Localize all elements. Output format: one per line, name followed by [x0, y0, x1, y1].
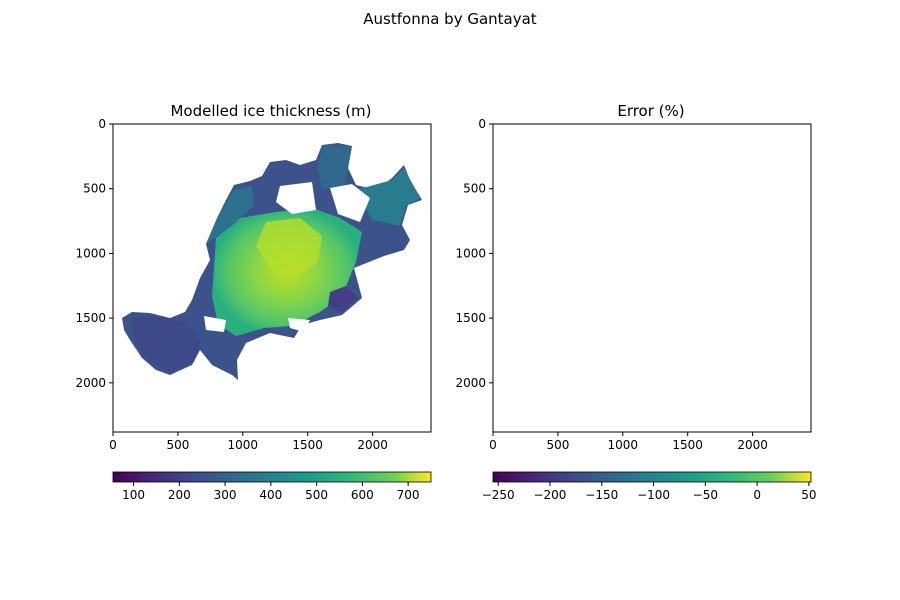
- x-tick-label: 0: [489, 438, 497, 452]
- x-tick-label: 2000: [357, 438, 388, 452]
- ice-cap-thick-core: [256, 218, 322, 276]
- y-tick-label: 1000: [455, 246, 486, 260]
- colorbar-tick-label: −50: [693, 488, 718, 502]
- colorbar-tick-label: 700: [397, 488, 420, 502]
- panel-ice-thickness: Modelled ice thickness (m) 0 500 1000 1500 2…: [75, 102, 432, 502]
- x-tick-label: 1000: [608, 438, 639, 452]
- colorbar-tick-label: 400: [259, 488, 282, 502]
- x-tick-label: 500: [166, 438, 189, 452]
- ice-thickness-map: [122, 143, 422, 380]
- ice-cap-gap-3: [204, 316, 226, 332]
- y-tick-label: 500: [463, 182, 486, 196]
- colorbar-ice-thickness: [112, 471, 432, 483]
- y-tick-label: 1000: [75, 246, 106, 260]
- colorbar-tick-label: 300: [214, 488, 237, 502]
- colorbar-tick-label: 50: [801, 488, 816, 502]
- ice-cap-north-lobe: [318, 145, 352, 190]
- colorbar-tick-label: 100: [122, 488, 145, 502]
- ice-cap-gap-2: [276, 182, 316, 214]
- x-tick-label: 1500: [672, 438, 703, 452]
- panel-title-error: Error (%): [617, 102, 684, 120]
- y-tick-label: 1500: [455, 311, 486, 325]
- colorbar-tick-label: 0: [753, 488, 761, 502]
- panel-error: Error (%) 0 500 1000 1500 200005001000150020…: [455, 102, 816, 502]
- y-tick-label: 2000: [455, 376, 486, 390]
- colorbar-tick-label: 500: [305, 488, 328, 502]
- colorbar-ticks-ice-thickness: 100 200 300 400 500 600 700: [122, 482, 420, 502]
- axis-ticks-error: 0 500 1000 1500 2000 0 500 1000 1500 2000: [455, 117, 767, 452]
- axis-ticks-ice-thickness: 0 500 1000 1500 2000 0 500 1000 1500 2000: [75, 117, 387, 452]
- colorbar-error: [492, 471, 812, 483]
- ice-cap-gap-4: [288, 318, 310, 332]
- x-tick-label: 500: [546, 438, 569, 452]
- y-tick-label: 0: [98, 117, 106, 131]
- x-tick-label: 1500: [292, 438, 323, 452]
- colorbar-tick-label: −150: [585, 488, 618, 502]
- x-tick-label: 0: [109, 438, 117, 452]
- colorbar-tick-label: 600: [351, 488, 374, 502]
- ice-cap-nw-margin: [206, 186, 254, 244]
- axes-frame-ice-thickness: [112, 123, 432, 433]
- colorbar-tick-label: −250: [482, 488, 515, 502]
- panel-title-ice-thickness: Modelled ice thickness (m): [170, 102, 371, 120]
- ice-cap-east-lobe: [356, 168, 420, 226]
- ice-cap-south-lobe: [132, 316, 200, 372]
- colorbar-tick-label: −100: [637, 488, 670, 502]
- y-tick-label: 500: [83, 182, 106, 196]
- colorbar-tick-label: 200: [168, 488, 191, 502]
- y-tick-label: 1500: [75, 311, 106, 325]
- y-tick-label: 0: [478, 117, 486, 131]
- colorbar-ticks-error: −250 −200 −150 −100 −50 0 50: [482, 482, 817, 502]
- x-tick-label: 2000: [737, 438, 768, 452]
- x-tick-label: 1000: [228, 438, 259, 452]
- colorbar-tick-label: −200: [533, 488, 566, 502]
- figure-title: Austfonna by Gantayat: [363, 10, 537, 28]
- ice-cap-gap-1: [330, 184, 370, 222]
- axes-frame-error: [492, 123, 812, 433]
- y-tick-label: 2000: [75, 376, 106, 390]
- ice-cap-se-margin: [328, 286, 358, 312]
